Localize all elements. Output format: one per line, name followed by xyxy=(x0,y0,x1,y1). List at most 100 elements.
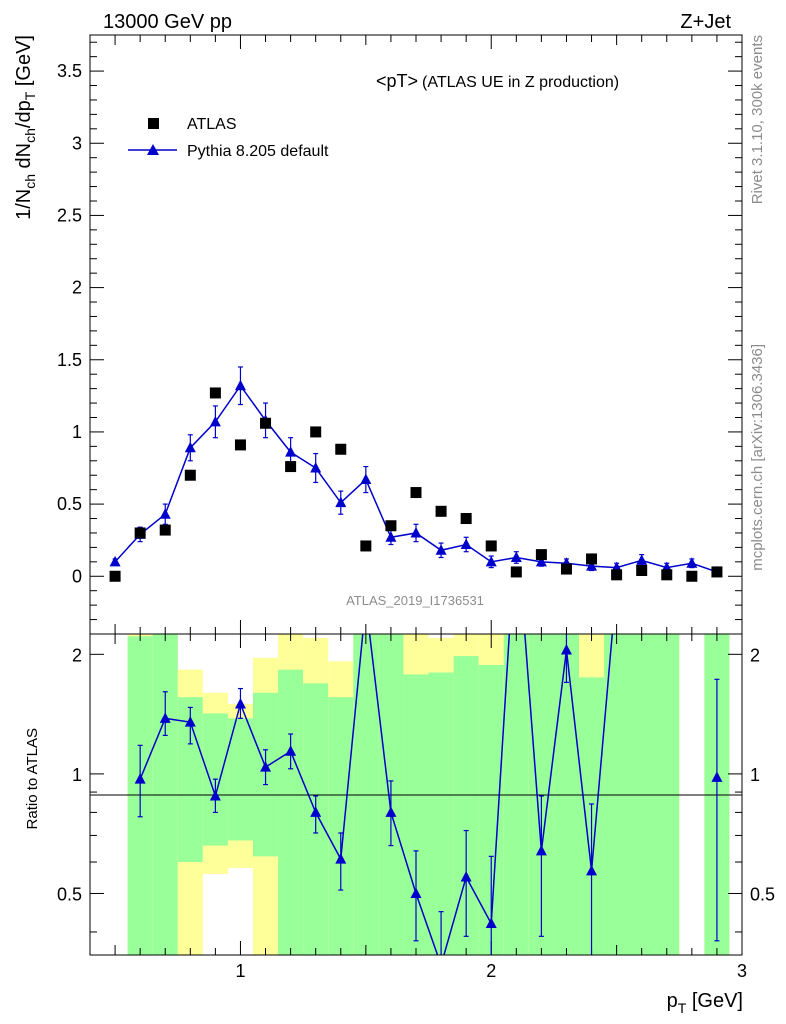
atlas-marker-14 xyxy=(460,513,472,525)
ratio-y-tick-label-0: 0.5 xyxy=(57,884,82,904)
atlas-marker-10 xyxy=(360,540,372,552)
pythia-marker-9 xyxy=(335,496,347,508)
ratio-y-axis-title: Ratio to ATLAS xyxy=(24,728,41,829)
ratio-marker-3 xyxy=(209,789,221,801)
process-label: Z+Jet xyxy=(680,11,731,33)
ratio-band-stat-6 xyxy=(278,669,304,955)
pythia-marker-17 xyxy=(535,555,547,567)
main-y-tick-label-3: 1.5 xyxy=(57,350,82,370)
main-panel: <pT> (ATLAS UE in Z production) 0 0.5 1 1.5… xyxy=(57,34,743,635)
atlas-marker-9 xyxy=(335,443,347,455)
rivet-label: Rivet 3.1.10, 300k events xyxy=(749,35,766,204)
atlas-marker-15 xyxy=(485,540,497,552)
pythia-marker-12 xyxy=(410,526,422,538)
ratio-y-tick-label-1: 1 xyxy=(72,765,82,785)
ratio-marker-4 xyxy=(234,697,246,709)
main-y-tick-label-5: 2.5 xyxy=(57,205,82,225)
pythia-marker-7 xyxy=(285,446,297,457)
pythia-marker-2 xyxy=(159,508,171,519)
ratio-marker-18 xyxy=(586,864,598,876)
ratio-marker-7 xyxy=(310,806,322,817)
ratio-line xyxy=(139,634,614,955)
atlas-marker-24 xyxy=(711,566,723,578)
plot-subtitle: (ATLAS UE in Z production) xyxy=(422,74,619,91)
atlas-marker-22 xyxy=(661,569,673,581)
ratio-band-stat-8 xyxy=(328,697,354,955)
ratio-marker-13 xyxy=(460,871,472,882)
pythia-marker-5 xyxy=(234,379,246,391)
legend-marker-atlas xyxy=(148,118,159,129)
main-y-tick-label-6: 3 xyxy=(72,133,82,153)
ratio-marker-1 xyxy=(159,712,171,723)
pythia-marker-21 xyxy=(636,554,648,565)
atlas-marker-13 xyxy=(435,505,447,517)
atlas-marker-19 xyxy=(586,553,598,565)
pythia-marker-4 xyxy=(209,415,221,427)
ratio-marker-16 xyxy=(535,844,547,856)
ratio-y-tick-label-right-2: 2 xyxy=(750,645,760,665)
pythia-marker-14 xyxy=(460,538,472,550)
analysis-id: ATLAS_2019_I1736531 xyxy=(346,593,484,608)
main-y-tick-label-1: 0.5 xyxy=(57,494,82,514)
atlas-marker-20 xyxy=(611,569,623,581)
ratio-marker-10 xyxy=(385,806,397,817)
ratio-band-stat-12 xyxy=(428,672,454,955)
legend-label-atlas: ATLAS xyxy=(187,116,237,133)
main-y-tick-label-4: 2 xyxy=(72,278,82,298)
atlas-marker-23 xyxy=(686,570,698,582)
atlas-marker-17 xyxy=(535,549,547,561)
energy-label: 13000 GeV pp xyxy=(103,11,232,33)
atlas-marker-2 xyxy=(159,524,171,536)
ratio-marker-20 xyxy=(711,771,723,782)
main-y-tick-label-7: 3.5 xyxy=(57,61,82,81)
mcplots-label: mcplots.cern.ch [arXiv:1306.3436] xyxy=(749,344,766,571)
legend-marker-pythia xyxy=(147,144,159,155)
ratio-marker-2 xyxy=(184,716,196,727)
ratio-y-tick-label-right-0: 0.5 xyxy=(750,884,775,904)
legend: ATLAS Pythia 8.205 default xyxy=(128,116,329,160)
pythia-marker-10 xyxy=(360,473,372,485)
pythia-marker-23 xyxy=(686,557,698,568)
x-tick-label-2: 3 xyxy=(737,961,747,981)
atlas-marker-5 xyxy=(234,439,246,451)
ratio-y-tick-label-right-1: 1 xyxy=(750,765,760,785)
atlas-marker-0 xyxy=(109,570,121,582)
pythia-line xyxy=(114,384,718,573)
ratio-marker-11 xyxy=(410,887,422,898)
pythia-marker-0 xyxy=(109,555,121,567)
atlas-marker-11 xyxy=(385,520,397,532)
pythia-marker-13 xyxy=(435,544,447,555)
atlas-marker-1 xyxy=(134,527,146,539)
atlas-marker-16 xyxy=(510,566,522,578)
pythia-marker-19 xyxy=(586,560,598,571)
atlas-marker-18 xyxy=(560,563,572,575)
ratio-band-stat-4 xyxy=(227,718,253,841)
ratio-marker-0 xyxy=(134,773,146,784)
ratio-marker-5 xyxy=(260,761,272,772)
atlas-marker-7 xyxy=(285,461,297,473)
atlas-marker-21 xyxy=(636,564,648,576)
pythia-marker-8 xyxy=(310,462,322,473)
main-y-axis-title: 1/Nch dNch/dpT [GeV] xyxy=(13,35,38,220)
legend-label-pythia: Pythia 8.205 default xyxy=(187,143,329,160)
x-axis-title: pT [GeV] xyxy=(667,990,743,1016)
ratio-marker-6 xyxy=(285,745,297,756)
ratio-marker-17 xyxy=(560,644,572,655)
x-tick-label-1: 2 xyxy=(486,961,496,981)
main-y-tick-label-2: 1 xyxy=(72,422,82,442)
pythia-marker-11 xyxy=(385,531,397,542)
atlas-marker-4 xyxy=(209,387,221,399)
x-tick-label-0: 1 xyxy=(235,961,245,981)
ratio-marker-14 xyxy=(485,917,497,929)
atlas-marker-3 xyxy=(184,469,196,481)
ratio-panel: 1 2 3 0.5 0.5 1 1 2 2 xyxy=(57,633,775,981)
plot-title: <pT> xyxy=(376,71,418,91)
pythia-marker-16 xyxy=(510,551,522,563)
atlas-marker-6 xyxy=(260,417,272,429)
pythia-marker-3 xyxy=(184,441,196,453)
main-y-tick-label-0: 0 xyxy=(72,566,82,586)
ratio-marker-8 xyxy=(335,853,347,864)
atlas-marker-8 xyxy=(310,426,322,438)
ratio-y-tick-label-2: 2 xyxy=(72,645,82,665)
